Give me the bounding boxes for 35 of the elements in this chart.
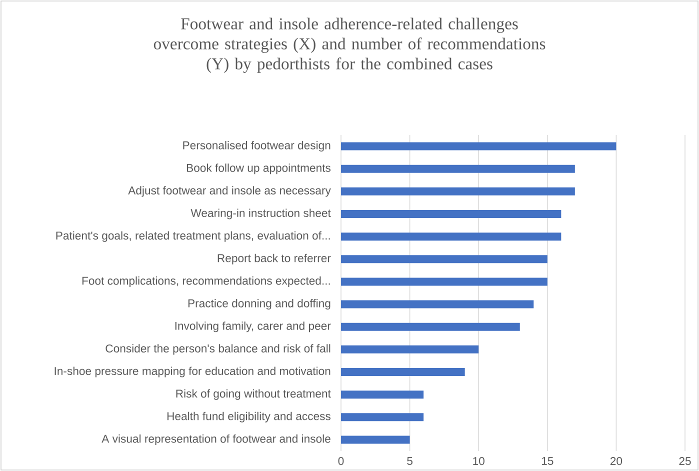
bar xyxy=(341,322,520,331)
x-tick-label: 25 xyxy=(679,457,691,466)
x-tick-label: 0 xyxy=(338,457,344,466)
x-tick-label: 15 xyxy=(542,457,554,465)
y-tick-label: Personalised footwear design xyxy=(183,141,330,152)
y-tick-label: Foot complications, recommendations expected... xyxy=(82,276,330,287)
bar xyxy=(341,210,562,218)
y-tick-label: Book follow up appointments xyxy=(186,164,331,174)
bar xyxy=(341,390,424,399)
y-tick-label: Involving family, carer and peer xyxy=(175,322,331,332)
y-tick-label: In-shoe pressure mapping for education and motivation xyxy=(54,366,330,378)
x-tick-label: 5 xyxy=(407,457,412,465)
bar xyxy=(341,187,575,196)
x-tick-label: 10 xyxy=(473,457,484,466)
x-tick-label: 20 xyxy=(610,457,622,466)
y-tick-label: Consider the person's balance and risk of fall xyxy=(106,344,330,355)
bar xyxy=(341,436,410,444)
y-tick-label: Practice donning and doffing xyxy=(188,299,330,310)
y-tick-label: Report back to referrer xyxy=(218,254,331,264)
bar xyxy=(341,345,479,354)
bar xyxy=(341,413,424,422)
y-tick-label: Wearing-in instruction sheet xyxy=(190,208,331,220)
y-tick-label: A visual representation of footwear and insole xyxy=(102,434,330,445)
y-tick-label: Health fund eligibility and access xyxy=(167,412,330,422)
bar xyxy=(341,368,465,376)
chart-title: Footwear and insole adherence-related challenges overcome strategies (X) and number of recommendations (Y) by pedorthists for the combined cases xyxy=(154,18,546,73)
bar xyxy=(341,142,616,150)
y-tick-label: Risk of going without treatment xyxy=(176,389,331,400)
bar xyxy=(341,255,548,264)
y-tick-label: Adjust footwear and insole as necessary xyxy=(128,186,331,197)
bar xyxy=(341,278,548,286)
bar xyxy=(341,300,534,308)
bar xyxy=(341,164,575,173)
bar xyxy=(341,232,562,241)
y-tick-label: Patient's goals, related treatment plans, evaluation of... xyxy=(56,231,330,242)
